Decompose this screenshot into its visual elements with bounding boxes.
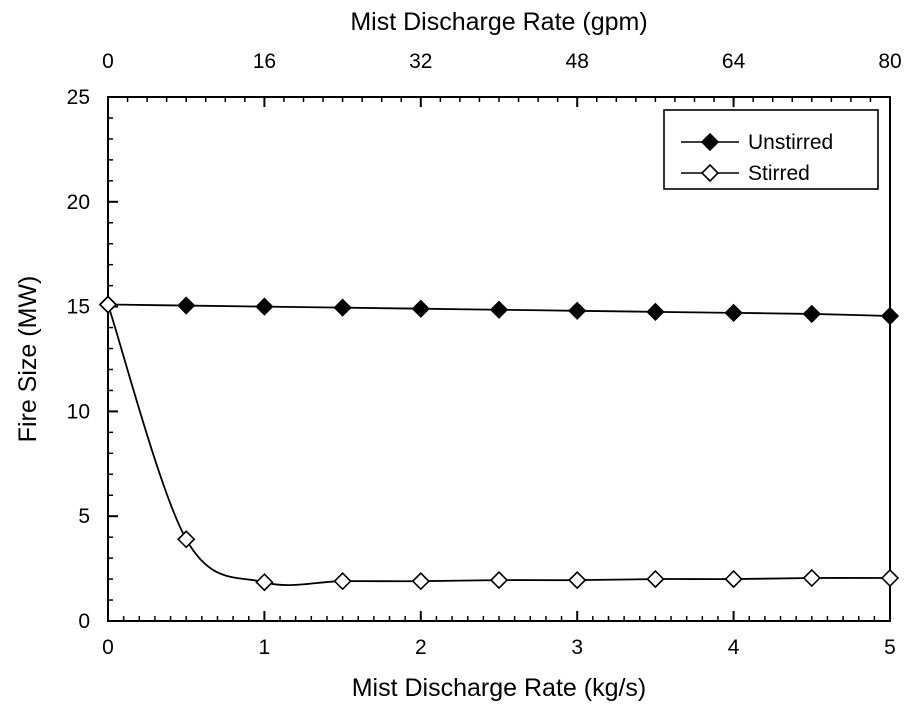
legend: Unstirred Stirred: [663, 109, 879, 190]
legend-label-stirred: Stirred: [748, 162, 810, 185]
y-tick-label: 15: [67, 296, 90, 319]
data-point-stirred: [333, 572, 352, 591]
top-tick-label: 64: [722, 50, 746, 73]
data-point-stirred: [255, 573, 274, 592]
y-tick-label: 5: [78, 505, 90, 528]
y-tick-label: 0: [78, 610, 90, 633]
data-point-unstirred: [724, 303, 743, 323]
data-point-unstirred: [255, 297, 274, 316]
x-axis-tick-labels: 0 1 2 3 4 5: [102, 636, 896, 659]
x-tick-label: 0: [102, 636, 114, 659]
data-point-unstirred: [489, 300, 509, 319]
data-point-unstirred: [411, 299, 430, 318]
data-point-stirred: [568, 570, 587, 590]
series-stirred: [98, 295, 900, 592]
plot-area-frame: [107, 96, 891, 622]
data-point-stirred: [880, 568, 900, 588]
top-axis-tick-labels: 0 16 32 48 64 80: [102, 50, 902, 73]
data-point-stirred: [177, 530, 196, 549]
data-point-stirred: [646, 569, 665, 589]
y-axis-tick-labels: 0 5 10 15 20 25: [67, 86, 90, 633]
legend-label-unstirred: Unstirred: [748, 131, 833, 154]
data-point-stirred: [411, 572, 430, 591]
top-axis-title: Mist Discharge Rate (gpm): [350, 8, 647, 36]
y-tick-label: 20: [67, 191, 90, 214]
x-tick-label: 4: [728, 636, 740, 659]
top-tick-label: 32: [409, 50, 432, 73]
x-tick-label: 5: [884, 636, 896, 659]
x-tick-label: 1: [259, 636, 271, 659]
legend-marker-stirred: [700, 163, 720, 183]
data-point-unstirred: [646, 302, 665, 321]
series-layer: [98, 295, 900, 592]
y-tick-label: 25: [67, 86, 90, 109]
series-line-stirred: [107, 304, 891, 586]
legend-box: [663, 109, 879, 190]
data-point-stirred: [489, 570, 509, 590]
x-axis-title: Mist Discharge Rate (kg/s): [352, 674, 647, 702]
data-point-unstirred: [333, 298, 352, 317]
top-tick-label: 48: [566, 50, 589, 73]
x-tick-label: 2: [415, 636, 427, 659]
legend-marker-unstirred: [700, 132, 720, 152]
y-axis-title: Fire Size (MW): [14, 276, 42, 443]
top-tick-label: 80: [878, 50, 901, 73]
data-point-unstirred: [880, 306, 900, 326]
data-point-stirred: [802, 568, 821, 588]
series-unstirred: [98, 295, 900, 326]
data-point-unstirred: [802, 304, 821, 324]
y-tick-label: 10: [67, 400, 90, 423]
top-tick-label: 16: [253, 50, 276, 73]
data-point-unstirred: [177, 296, 196, 315]
x-tick-label: 3: [571, 636, 583, 659]
data-point-stirred: [98, 295, 118, 314]
top-tick-label: 0: [102, 50, 114, 73]
data-point-stirred: [724, 569, 743, 589]
data-point-unstirred: [568, 301, 587, 320]
